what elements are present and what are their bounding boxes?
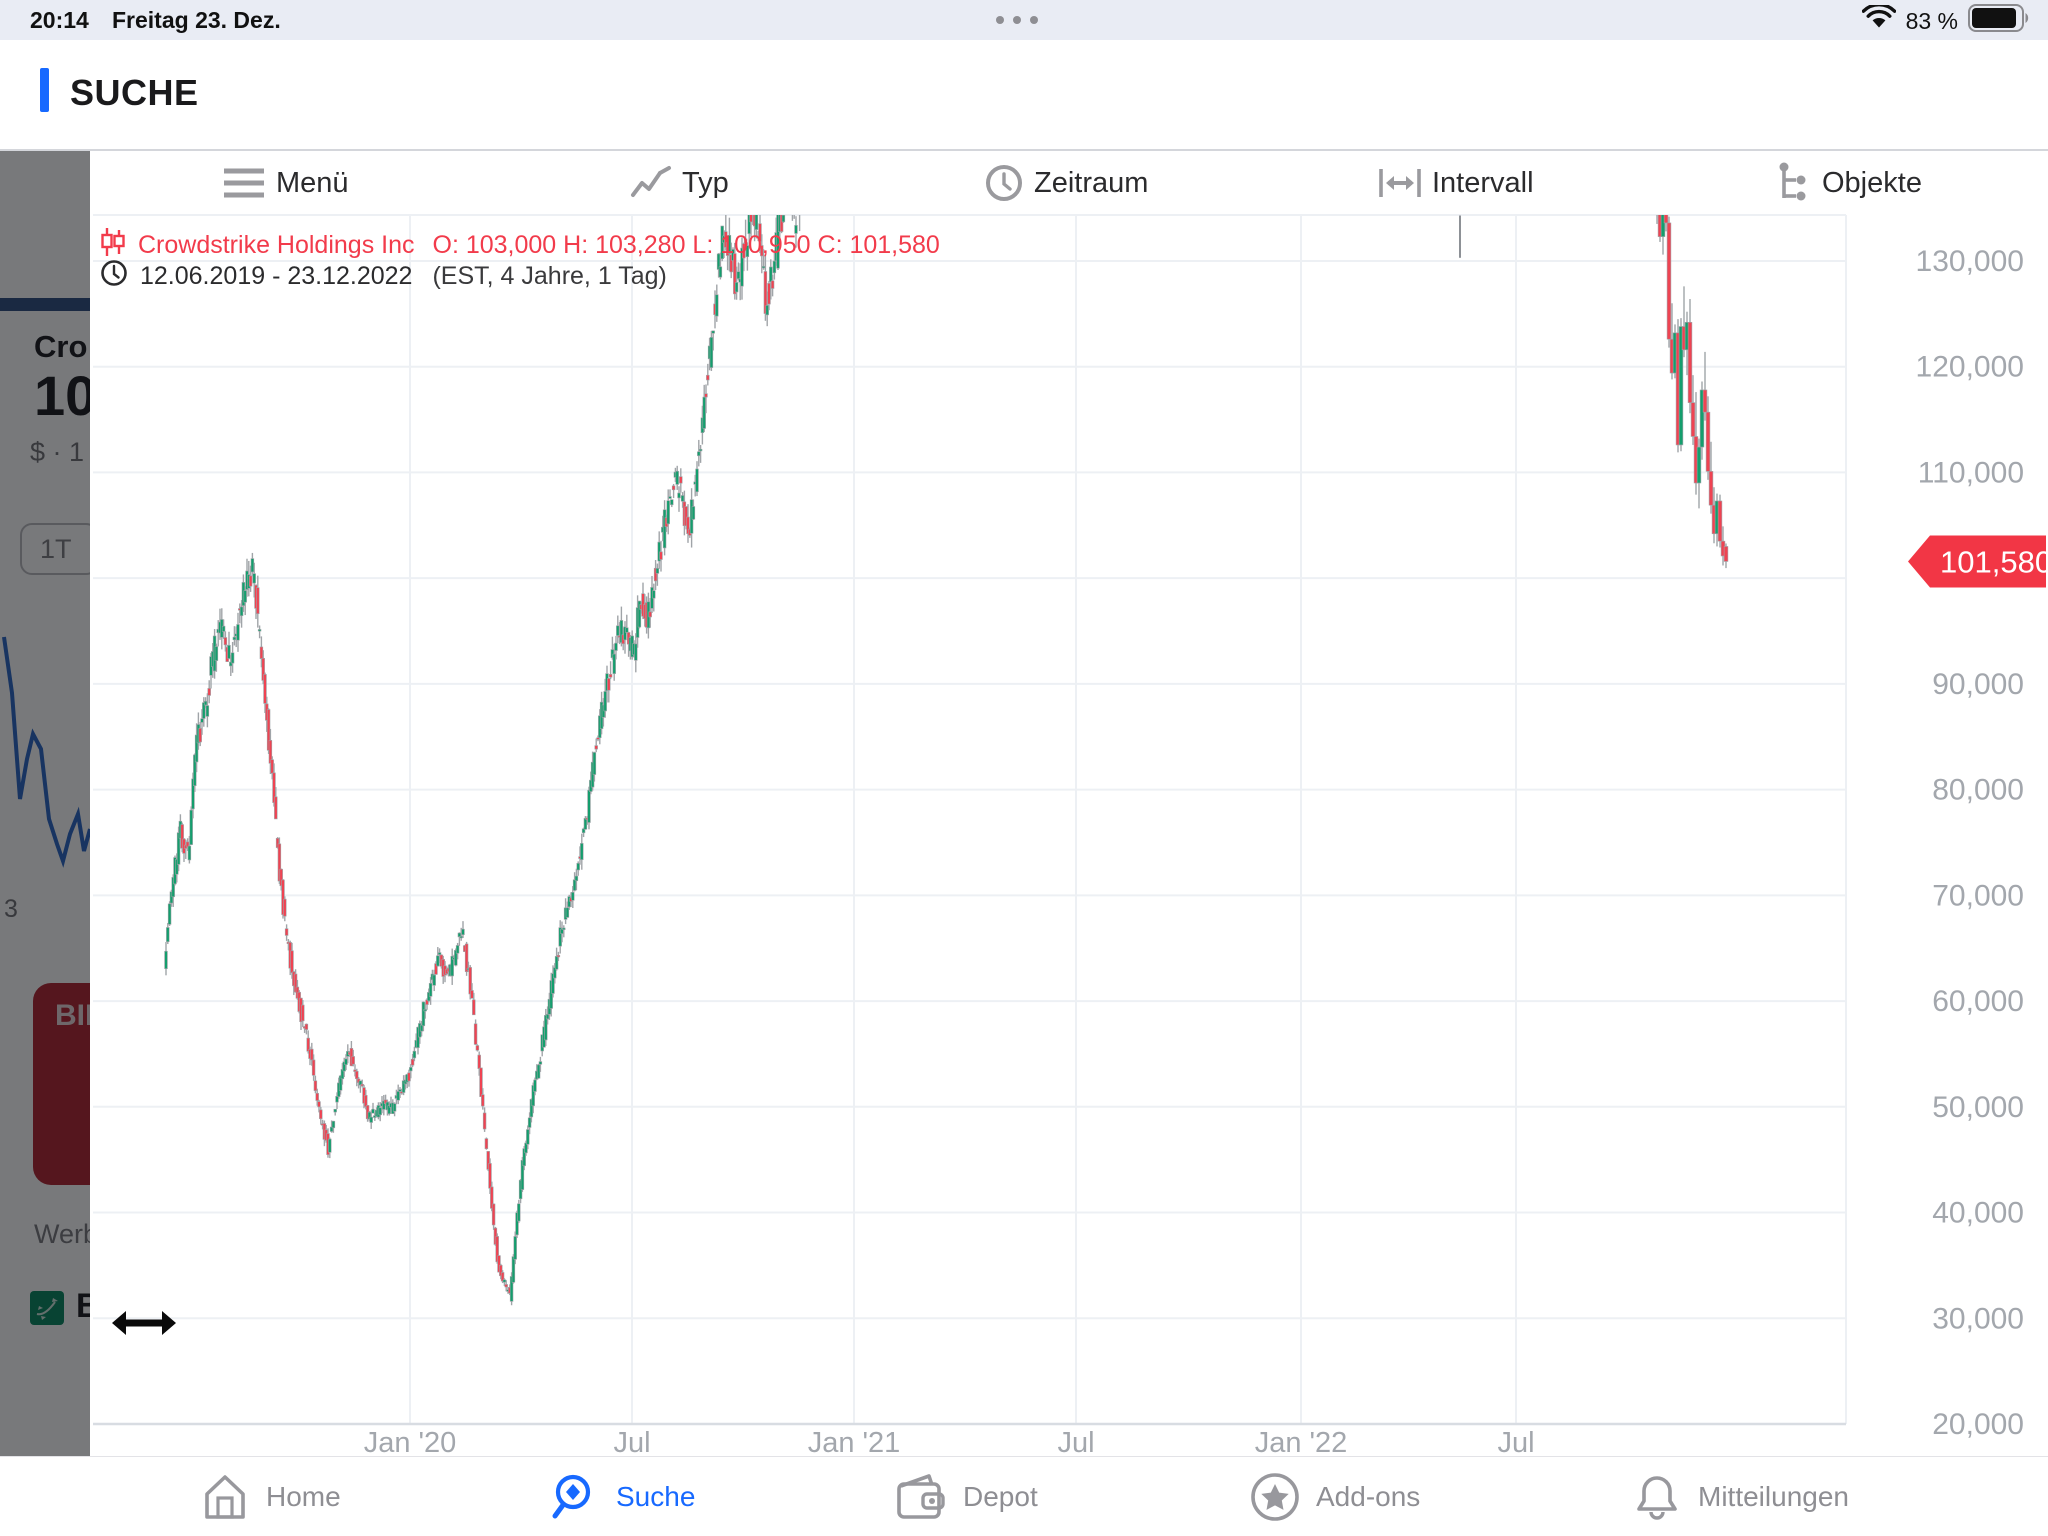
date-range: 12.06.2019 - 23.12.2022 (140, 262, 413, 290)
ad-label-partial: Werb (34, 1219, 90, 1249)
svg-text:Jul: Jul (613, 1427, 650, 1456)
svg-text:Jan '21: Jan '21 (808, 1427, 901, 1456)
advertiser-logo-icon (30, 1291, 64, 1325)
svg-text:60,000: 60,000 (1932, 985, 2024, 1018)
bell-icon (1630, 1470, 1684, 1524)
objects-button[interactable]: Objekte (1776, 159, 1922, 207)
wifi-icon (1861, 3, 1896, 37)
nav-item-suche[interactable]: Suche (548, 1470, 695, 1524)
title-accent-bar (40, 68, 49, 112)
candlestick-chart[interactable]: 130,000 120,000 110,000 90,000 80,000 70,000 6… (90, 151, 2048, 1456)
page-title: SUCHE (70, 72, 199, 113)
interval-label: Intervall (1432, 166, 1534, 199)
candlestick-legend-icon (100, 227, 126, 264)
clock-icon (984, 163, 1024, 203)
chart-panel: Menü Typ Zeitraum Intervall Objekte (90, 151, 2048, 1456)
chart-type-button[interactable]: Typ (630, 159, 729, 207)
svg-text:30,000: 30,000 (1932, 1302, 2024, 1335)
home-icon (198, 1470, 252, 1524)
wallet-icon (893, 1470, 949, 1524)
instrument-currency-partial: $ · 1 (30, 437, 85, 467)
chart-type-icon (630, 165, 672, 201)
menu-button[interactable]: Menü (222, 159, 349, 207)
instrument-name-partial: Cro (34, 329, 88, 364)
svg-text:40,000: 40,000 (1932, 1197, 2024, 1230)
ohlc-readout: O: 103,000 H: 103,280 L: 100,950 C: 101,… (432, 231, 940, 259)
svg-text:90,000: 90,000 (1932, 668, 2024, 701)
svg-text:Jul: Jul (1497, 1427, 1534, 1456)
sidebar-section-strip (0, 298, 90, 311)
sidebar-axis-label-partial: 3 (4, 895, 18, 923)
pan-horizontal-arrow-icon (112, 1303, 176, 1348)
menu-label: Menü (276, 166, 349, 199)
svg-text:Jan '22: Jan '22 (1255, 1427, 1348, 1456)
svg-text:70,000: 70,000 (1932, 879, 2024, 912)
svg-text:120,000: 120,000 (1916, 351, 2024, 384)
bid-button[interactable]: BID (33, 983, 90, 1185)
timeframe-label: Zeitraum (1034, 166, 1149, 199)
nav-item-depot[interactable]: Depot (893, 1470, 1038, 1524)
clock-small-icon (100, 259, 128, 294)
battery-percent: 83 % (1905, 7, 1958, 34)
range-button-1t[interactable]: 1T (20, 523, 90, 575)
svg-text:Jul: Jul (1057, 1427, 1094, 1456)
svg-text:80,000: 80,000 (1932, 774, 2024, 807)
plot-borders (93, 214, 1847, 1426)
timeframe-button[interactable]: Zeitraum (984, 159, 1148, 207)
svg-text:110,000: 110,000 (1918, 456, 2024, 489)
chart-legend-range: 12.06.2019 - 23.12.2022 (EST, 4 Jahre, 1… (100, 259, 667, 294)
instrument-name: Crowdstrike Holdings Inc (138, 231, 415, 259)
chart-type-label: Typ (682, 166, 729, 199)
status-bar: 20:14 Freitag 23. Dez. 83 % (0, 0, 2048, 40)
header-divider (0, 149, 2048, 151)
last-price-badge: 101,580 (1908, 535, 2048, 588)
status-activity-dots-icon (996, 16, 1038, 24)
svg-text:20,000: 20,000 (1932, 1408, 2024, 1441)
search-icon (548, 1470, 602, 1524)
bottom-nav: Home Suche Depot Add-ons Mitteilungen (0, 1456, 2048, 1536)
instrument-price-partial: 10 (34, 364, 90, 427)
status-time: 20:14 (30, 7, 89, 33)
date-range-note: (EST, 4 Jahre, 1 Tag) (432, 262, 667, 290)
y-axis-labels: 130,000 120,000 110,000 90,000 80,000 70,000 6… (1916, 245, 2024, 1441)
nav-label-home: Home (266, 1481, 341, 1512)
nav-label-mitteilungen: Mitteilungen (1698, 1481, 1849, 1512)
menu-icon (222, 166, 266, 200)
x-axis-labels: Jan '20 Jul Jan '21 Jul Jan '22 Jul (364, 1427, 1535, 1456)
star-icon (1248, 1470, 1302, 1524)
svg-text:101,580: 101,580 (1940, 544, 2048, 579)
status-date: Freitag 23. Dez. (112, 7, 281, 33)
chart-gridlines (93, 215, 1846, 1425)
nav-item-mitteilungen[interactable]: Mitteilungen (1630, 1470, 1849, 1524)
nav-item-home[interactable]: Home (198, 1470, 341, 1524)
chart-legend-ohlc: Crowdstrike Holdings Inc O: 103,000 H: 1… (100, 227, 940, 264)
nav-label-depot: Depot (963, 1481, 1038, 1512)
candlesticks (164, 215, 1729, 1306)
nav-label-suche: Suche (616, 1481, 696, 1512)
nav-label-addons: Add-ons (1316, 1481, 1421, 1512)
ad-text-partial: B (76, 1287, 90, 1325)
interval-button[interactable]: Intervall (1378, 159, 1534, 207)
nav-item-addons[interactable]: Add-ons (1248, 1470, 1420, 1524)
svg-text:50,000: 50,000 (1932, 1091, 2024, 1124)
sidebar-sparkline-chart (2, 636, 90, 868)
svg-text:Jan '20: Jan '20 (364, 1427, 457, 1456)
objects-icon (1776, 162, 1812, 204)
svg-text:130,000: 130,000 (1916, 245, 2024, 278)
battery-icon (1968, 4, 2030, 38)
interval-icon (1378, 165, 1422, 201)
quote-sidebar-dimmed[interactable]: Cro 10 $ · 1 1T 3 BID Werb B (0, 151, 90, 1456)
objects-label: Objekte (1822, 166, 1922, 199)
